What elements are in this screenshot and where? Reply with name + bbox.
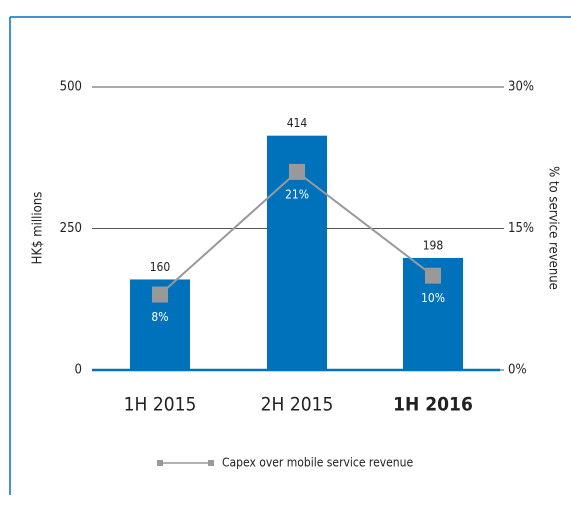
bar-value-label: 160 <box>150 260 171 274</box>
y2-tick-label: 30% <box>508 80 534 95</box>
x-tick-label: 1H 2016 <box>393 394 473 416</box>
x-tick-label: 1H 2015 <box>124 394 197 416</box>
legend-marker <box>208 460 214 466</box>
y-axis-label: HK$ millions <box>31 192 46 265</box>
bar-value-label: 414 <box>287 116 308 130</box>
y2-tick-label: 15% <box>508 221 534 236</box>
line-marker <box>425 267 441 284</box>
x-tick-label: 2H 2015 <box>261 394 334 416</box>
line-marker <box>152 286 168 303</box>
legend-label: Capex over mobile service revenue <box>222 456 413 470</box>
y-tick-label: 250 <box>60 221 82 236</box>
y2-tick-label: 0% <box>508 363 527 378</box>
bar-value-label: 198 <box>423 238 444 252</box>
legend-marker <box>157 460 163 466</box>
y2-axis-label: % to service revenue <box>546 166 561 290</box>
y-tick-label: 0 <box>75 363 82 378</box>
line-value-label: 8% <box>151 310 168 324</box>
line-value-label: 21% <box>285 187 309 201</box>
line-marker <box>289 163 305 180</box>
line-value-label: 10% <box>421 291 445 305</box>
y-tick-label: 500 <box>60 80 82 95</box>
